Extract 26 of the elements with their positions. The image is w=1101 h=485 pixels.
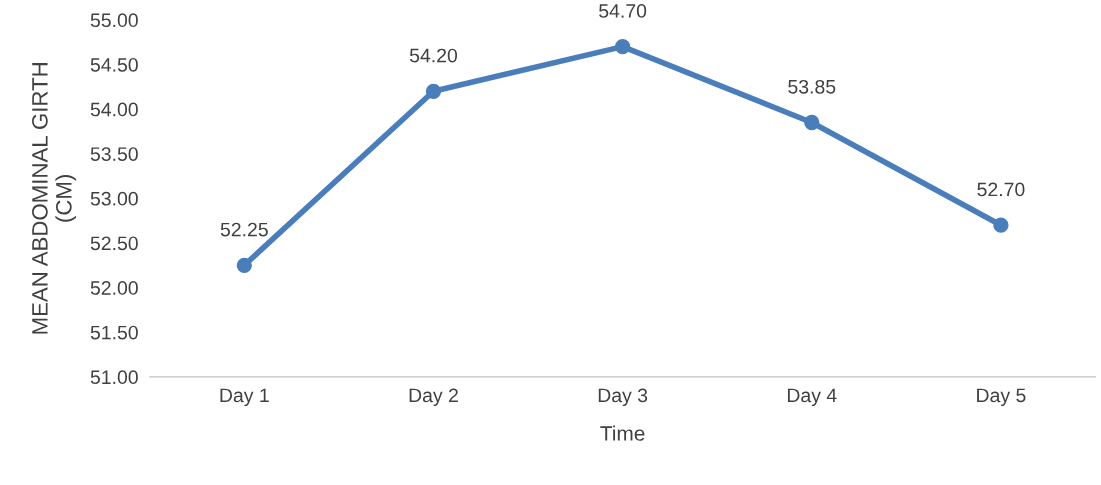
point: [993, 217, 1009, 233]
x-tick-label: Day 4: [787, 388, 837, 407]
y-tick-label: 54.50: [90, 57, 138, 72]
y-tick-label: 54.00: [90, 102, 138, 117]
x-tick-label: Day 3: [598, 388, 648, 407]
y-axis-title: MEAN ABDOMINAL GIRTH (CM): [32, 63, 77, 334]
data-label: 54.70: [599, 4, 647, 18]
y-tick-label: 51.50: [90, 325, 138, 340]
x-axis-title: Time: [600, 425, 645, 441]
point: [804, 114, 820, 131]
y-tick-label: 55.00: [90, 13, 138, 28]
point: [614, 39, 631, 55]
x-tick-label: Day 1: [220, 388, 269, 407]
point: [425, 83, 442, 99]
y-tick-label: 51.00: [90, 370, 138, 385]
x-tick-label: Day 2: [409, 388, 458, 407]
y-tick-label: 53.50: [90, 147, 138, 161]
data-label: 53.85: [788, 79, 836, 94]
y-tick-label: 52.00: [90, 281, 138, 295]
data-label: 52.70: [977, 182, 1025, 197]
y-tick-label: 53.00: [90, 191, 138, 206]
point: [236, 257, 252, 273]
data-label: 52.25: [220, 222, 268, 237]
x-tick-label: Day 5: [977, 388, 1026, 407]
y-tick-label: 52.50: [90, 236, 138, 251]
data-label: 54.20: [409, 48, 458, 63]
